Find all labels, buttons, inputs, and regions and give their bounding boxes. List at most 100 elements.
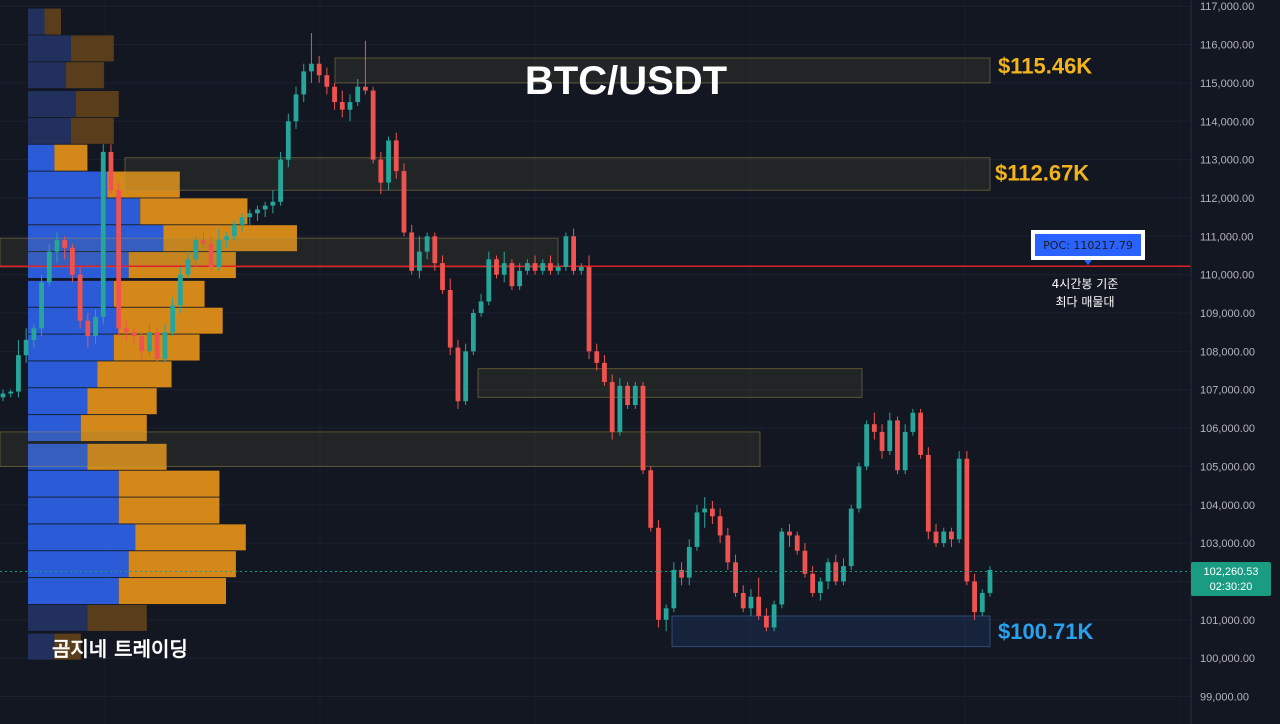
candle-body <box>208 243 214 267</box>
candle-body <box>501 263 507 275</box>
candle-body <box>563 236 569 267</box>
candle-body <box>332 86 337 103</box>
candle-body <box>910 412 916 432</box>
candle-body <box>679 569 684 578</box>
y-tick-label: 107,000.00 <box>1200 385 1255 397</box>
candle-body <box>355 86 361 103</box>
candle-body <box>370 90 376 160</box>
candle-body <box>640 385 646 471</box>
candle-body <box>85 320 91 337</box>
poc-box-fill <box>1035 234 1141 256</box>
candle-body <box>309 63 314 72</box>
y-tick-label: 110,000.00 <box>1200 270 1254 282</box>
candle-body <box>386 140 391 183</box>
candle-body <box>170 305 176 333</box>
volume-buy-bar <box>28 171 108 198</box>
y-tick-label: 104,000.00 <box>1200 500 1255 512</box>
y-tick-label: 103,000.00 <box>1200 538 1255 550</box>
y-tick-label: 109,000.00 <box>1200 308 1255 320</box>
volume-buy-bar <box>28 90 76 117</box>
volume-buy-bar <box>28 388 88 415</box>
candle-body <box>339 102 345 110</box>
candle-body <box>524 263 530 271</box>
volume-sell-bar <box>44 8 61 35</box>
poc-box: POC: 110217.79 <box>1031 230 1145 265</box>
chart-title: BTC/USDT <box>525 59 727 103</box>
poc-note-line1: 4시간봉 기준 <box>1052 277 1119 291</box>
level-label: $100.71K <box>998 619 1094 644</box>
y-tick-label: 105,000.00 <box>1200 461 1255 473</box>
candle-body <box>555 266 561 271</box>
candle-body <box>817 581 823 593</box>
candlesticks <box>0 33 1191 632</box>
volume-buy-bar <box>28 470 119 497</box>
candle-body <box>347 102 353 110</box>
candle-body <box>517 270 523 287</box>
y-tick-label: 112,000.00 <box>1200 193 1254 205</box>
candle-body <box>193 240 199 260</box>
y-tick-label: 113,000.00 <box>1200 155 1254 167</box>
y-tick-label: 115,000.00 <box>1200 78 1254 90</box>
candle-body <box>39 282 44 329</box>
candle-body <box>802 550 808 574</box>
candle-body <box>270 201 276 206</box>
volume-buy-bar <box>28 443 88 470</box>
candle-body <box>324 75 330 87</box>
candle-body <box>686 546 692 578</box>
candle-body <box>154 332 160 360</box>
candle-body <box>625 385 630 406</box>
volume-sell-bar <box>140 198 248 225</box>
candle-body <box>871 424 877 432</box>
candle-body <box>941 531 947 544</box>
candle-body <box>964 458 970 582</box>
candle-body <box>702 508 708 513</box>
candle-body <box>972 581 977 613</box>
candle-body <box>8 391 14 394</box>
volume-buy-bar <box>28 225 164 252</box>
candle-body <box>285 121 291 160</box>
candle-body <box>62 240 68 248</box>
brand-label: 곰지네 트레이딩 <box>52 637 188 661</box>
candle-body <box>694 512 700 547</box>
candle-body <box>93 316 98 337</box>
candle-body <box>987 569 993 593</box>
volume-sell-bar <box>54 633 81 660</box>
candle-body <box>925 454 931 532</box>
volume-buy-bar <box>28 144 55 171</box>
candle-body <box>363 86 368 91</box>
candle-body <box>316 63 322 76</box>
candle-body <box>540 263 546 271</box>
candle-body <box>933 531 939 544</box>
candle-body <box>594 351 600 363</box>
candle-body <box>578 266 584 271</box>
volume-sell-bar <box>65 62 104 89</box>
volume-buy-bar <box>28 334 114 361</box>
candle-body <box>648 470 654 528</box>
candle-body <box>864 424 870 467</box>
candle-body <box>663 608 669 620</box>
y-tick-label: 114,000.00 <box>1200 116 1254 128</box>
y-tick-label: 108,000.00 <box>1200 346 1255 358</box>
candle-body <box>440 263 445 290</box>
candle-body <box>717 516 723 536</box>
y-tick-label: 99,000.00 <box>1200 692 1249 704</box>
candle-body <box>532 263 538 271</box>
candle-body <box>779 531 785 605</box>
candle-body <box>70 247 75 275</box>
level-labels: $115.46K $112.67K $100.71K <box>995 53 1094 644</box>
candle-body <box>918 412 923 455</box>
supply-zone <box>0 237 559 268</box>
volume-sell-bar <box>75 90 119 117</box>
candle-body <box>956 458 962 540</box>
current-price-tag-bg <box>1191 562 1271 596</box>
volume-buy-bar <box>28 578 119 605</box>
poc-label: POC: 110217.79 <box>1043 239 1133 252</box>
candle-body <box>409 232 415 271</box>
candle-body <box>756 596 762 616</box>
volume-buy-bar <box>28 35 71 62</box>
candle-body <box>609 382 615 432</box>
current-price-tag: 102,260.53 02:30:20 <box>1191 562 1271 596</box>
candle-body <box>239 217 245 225</box>
candle-body <box>201 240 206 244</box>
supply-zone <box>334 57 991 84</box>
